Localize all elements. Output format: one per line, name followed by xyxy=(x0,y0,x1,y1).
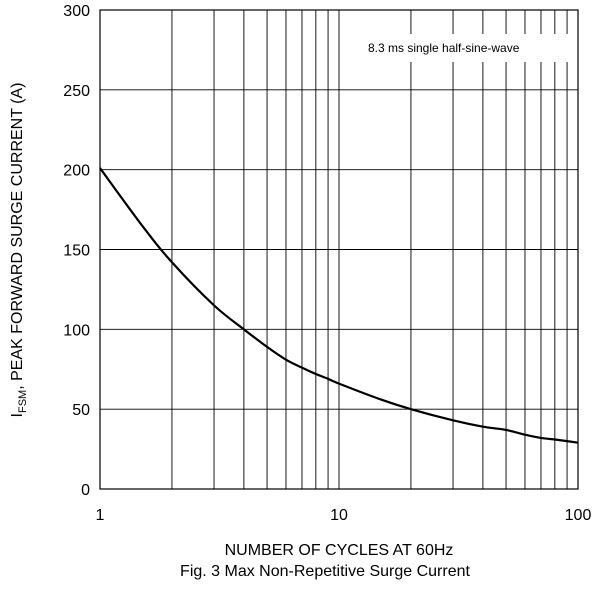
y-axis-label-prefix: I xyxy=(9,413,26,417)
figure-caption: Fig. 3 Max Non-Repetitive Surge Current xyxy=(180,563,470,580)
y-axis-label-suffix: , PEAK FORWARD SURGE CURRENT (A) xyxy=(9,83,26,390)
annotation-box xyxy=(358,34,570,62)
x-axis-label: NUMBER OF CYCLES AT 60Hz xyxy=(225,542,454,559)
series-group xyxy=(99,167,579,444)
y-tick-label: 100 xyxy=(63,322,90,339)
y-tick-label: 200 xyxy=(63,163,90,180)
grid xyxy=(100,10,578,489)
y-tick-label: 50 xyxy=(72,402,90,419)
surge-current-curve xyxy=(99,167,579,444)
y-tick-label: 250 xyxy=(63,83,90,100)
y-tick-labels: 0 50 100 150 200 250 300 xyxy=(63,3,90,499)
annotation-text: 8.3 ms single half-sine-wave xyxy=(368,41,520,55)
y-axis-label-subscript: FSM xyxy=(17,390,29,413)
x-tick-label: 100 xyxy=(565,507,592,524)
x-tick-label: 10 xyxy=(330,507,348,524)
y-tick-label: 0 xyxy=(81,482,90,499)
x-tick-label: 1 xyxy=(96,507,105,524)
y-tick-label: 300 xyxy=(63,3,90,20)
x-tick-labels: 1 10 100 xyxy=(96,507,592,524)
y-tick-label: 150 xyxy=(63,243,90,260)
y-axis-label: IFSM, PEAK FORWARD SURGE CURRENT (A) xyxy=(9,83,29,418)
plot-frame xyxy=(99,9,579,490)
